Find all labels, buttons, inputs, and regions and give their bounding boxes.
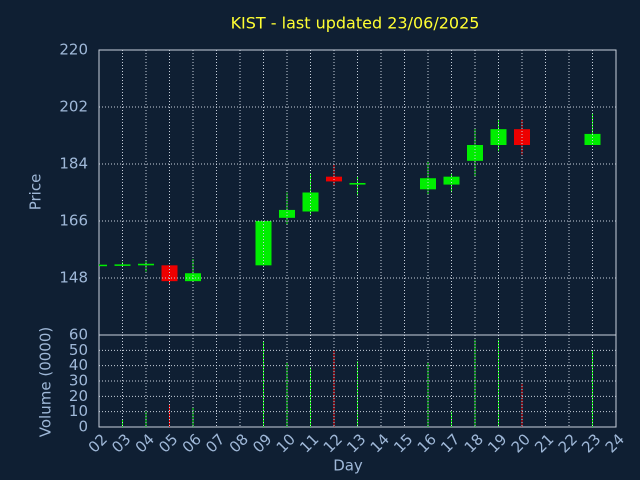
candle-body <box>420 178 436 190</box>
y2-tick-label: 20 <box>69 387 88 405</box>
y-tick-label: 166 <box>59 212 88 230</box>
y2-tick-label: 30 <box>69 372 88 390</box>
candle-body <box>114 264 131 266</box>
x-axis-label: Day <box>333 457 363 475</box>
y2-tick-label: 60 <box>69 326 88 344</box>
candle-body <box>349 183 366 185</box>
candle-body <box>185 273 201 282</box>
candle-body <box>279 209 295 218</box>
y2-tick-label: 10 <box>69 402 88 420</box>
candle-body <box>584 133 601 145</box>
y-tick-label: 184 <box>59 155 88 173</box>
y-tick-label: 220 <box>59 41 88 59</box>
candle-body <box>138 263 154 266</box>
y2-tick-label: 40 <box>69 356 88 374</box>
y2-tick-label: 0 <box>78 418 88 436</box>
y-tick-label: 148 <box>59 269 88 287</box>
candle-body <box>99 264 107 267</box>
y-axis-label: Price <box>27 174 45 211</box>
candle-body <box>255 221 272 266</box>
y2-tick-label: 50 <box>69 341 88 359</box>
candle-body <box>161 265 178 282</box>
candle-body <box>302 192 319 212</box>
chart-title: KIST - last updated 23/06/2025 <box>231 14 480 33</box>
y2-axis-label: Volume (0000) <box>37 327 55 437</box>
candle-body <box>443 176 460 185</box>
y-tick-label: 202 <box>59 98 88 116</box>
